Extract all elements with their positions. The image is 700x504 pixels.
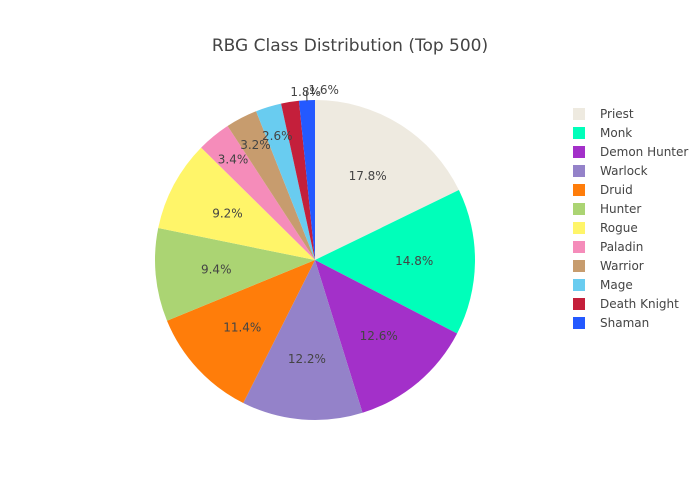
- legend-swatch-warlock[interactable]: [573, 165, 585, 177]
- pie-label-demon-hunter: 12.6%: [360, 329, 398, 343]
- pie-label-rogue: 9.2%: [212, 206, 243, 220]
- pie-label-warlock: 12.2%: [288, 352, 326, 366]
- chart-title: RBG Class Distribution (Top 500): [212, 36, 488, 56]
- legend-label-death-knight[interactable]: Death Knight: [600, 297, 679, 311]
- legend-label-druid[interactable]: Druid: [600, 183, 633, 197]
- pie-label-shaman: 1.6%: [308, 83, 339, 97]
- pie-slices: [154, 100, 476, 420]
- pie-slice-mage[interactable]: [256, 103, 315, 260]
- legend-swatch-death-knight[interactable]: [573, 298, 585, 310]
- legend-swatch-paladin[interactable]: [573, 241, 585, 253]
- pie-slice-demon-hunter[interactable]: [315, 260, 458, 413]
- pie-slice-warlock[interactable]: [243, 260, 363, 420]
- legend-swatch-hunter[interactable]: [573, 203, 585, 215]
- pie-label-monk: 14.8%: [395, 254, 433, 268]
- legend-swatch-monk[interactable]: [573, 127, 585, 139]
- pie-label-warrior: 3.2%: [240, 138, 271, 152]
- pie-label-hunter: 9.4%: [201, 262, 232, 276]
- legend-label-priest[interactable]: Priest: [600, 107, 634, 121]
- pie-label-death-knight: 1.8%: [290, 85, 321, 99]
- legend-label-hunter[interactable]: Hunter: [600, 202, 641, 216]
- legend-label-monk[interactable]: Monk: [600, 126, 632, 140]
- pie-label-druid: 11.4%: [223, 320, 261, 334]
- pie-slice-hunter[interactable]: [154, 228, 315, 321]
- legend-label-mage[interactable]: Mage: [600, 278, 633, 292]
- legend-label-warlock[interactable]: Warlock: [600, 164, 648, 178]
- legend-label-shaman[interactable]: Shaman: [600, 316, 649, 330]
- legend-label-paladin[interactable]: Paladin: [600, 240, 643, 254]
- legend: Priest Monk Demon Hunter Warlock Druid Hunter…: [573, 107, 688, 330]
- pie-slice-priest[interactable]: [315, 100, 459, 260]
- pie-slice-monk[interactable]: [315, 190, 476, 334]
- pie-label-leader-shaman: [305, 90, 308, 102]
- pie-labels: 17.8% 14.8% 12.6% 12.2% 11.4% 9.4% 9.2% 3.4%3.2…: [201, 83, 433, 366]
- pie-slice-shaman[interactable]: [298, 100, 315, 260]
- pie-slice-warrior[interactable]: [227, 111, 315, 260]
- pie-slice-druid[interactable]: [166, 260, 315, 404]
- legend-label-warrior[interactable]: Warrior: [600, 259, 644, 273]
- pie-label-mage: 2.6%: [262, 129, 293, 143]
- legend-label-demon-hunter[interactable]: Demon Hunter: [600, 145, 688, 159]
- legend-swatch-shaman[interactable]: [573, 317, 585, 329]
- legend-swatch-demon-hunter[interactable]: [573, 146, 585, 158]
- legend-swatch-rogue[interactable]: [573, 222, 585, 234]
- legend-label-rogue[interactable]: Rogue: [600, 221, 638, 235]
- legend-swatch-warrior[interactable]: [573, 260, 585, 272]
- pie-slice-death-knight[interactable]: [281, 100, 315, 261]
- pie-slice-paladin[interactable]: [201, 125, 315, 260]
- legend-swatch-mage[interactable]: [573, 279, 585, 291]
- legend-swatch-druid[interactable]: [573, 184, 585, 196]
- pie-slice-rogue[interactable]: [158, 147, 315, 260]
- pie-label-paladin: 3.4%: [218, 153, 249, 167]
- legend-swatch-priest[interactable]: [573, 108, 585, 120]
- pie-label-priest: 17.8%: [349, 169, 387, 183]
